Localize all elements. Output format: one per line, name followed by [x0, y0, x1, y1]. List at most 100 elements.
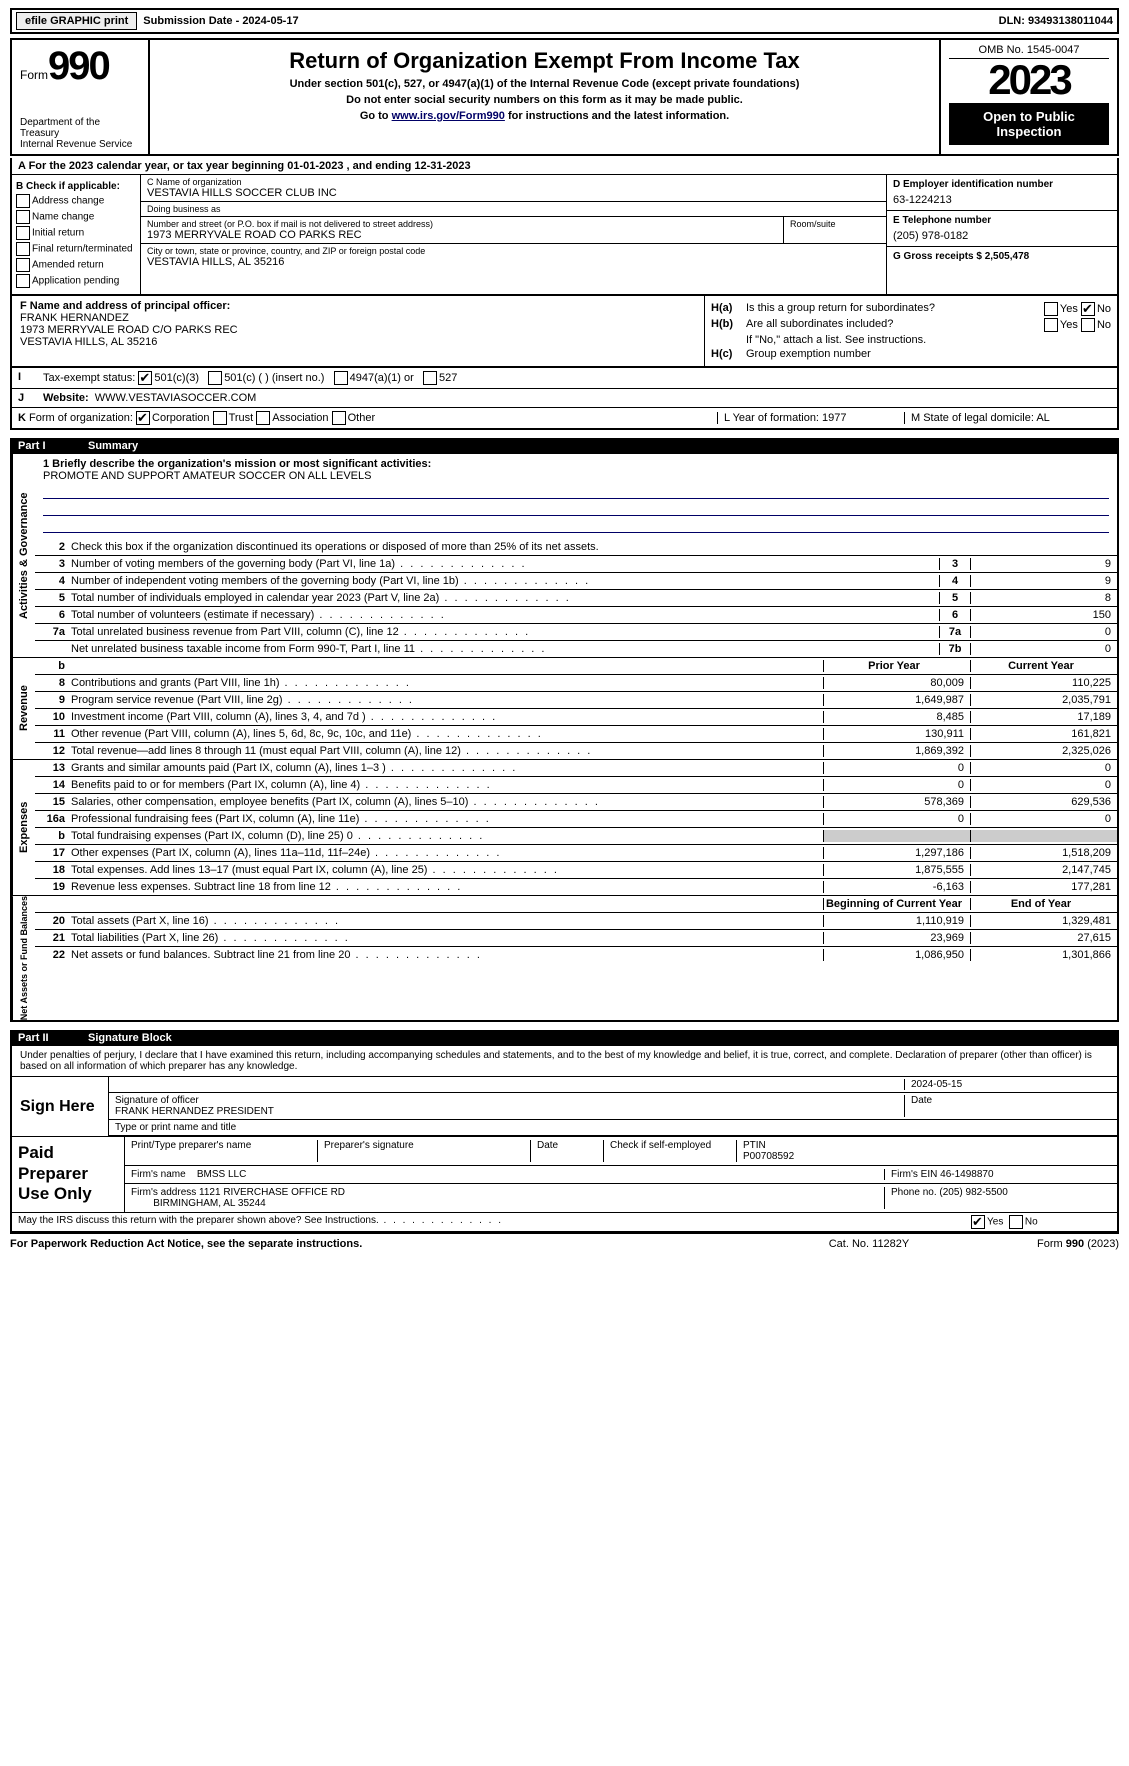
line-11: Other revenue (Part VIII, column (A), li… — [71, 728, 823, 740]
city: VESTAVIA HILLS, AL 35216 — [147, 256, 880, 268]
street: 1973 MERRYVALE ROAD CO PARKS REC — [147, 229, 777, 241]
part1-header: Part I Summary — [10, 438, 1119, 454]
cat-no: Cat. No. 11282Y — [799, 1238, 939, 1250]
irs-link[interactable]: www.irs.gov/Form990 — [392, 110, 505, 122]
submission-date: Submission Date - 2024-05-17 — [143, 15, 298, 27]
line-13: Grants and similar amounts paid (Part IX… — [71, 762, 823, 774]
cb-trust[interactable] — [213, 411, 227, 425]
side-revenue: Revenue — [12, 658, 35, 759]
line-8: Contributions and grants (Part VIII, lin… — [71, 677, 823, 689]
subtitle-1: Under section 501(c), 527, or 4947(a)(1)… — [158, 78, 931, 90]
prep-date-label: Date — [537, 1140, 604, 1162]
hdr-end-year: End of Year — [970, 898, 1117, 910]
ein-label: D Employer identification number — [893, 179, 1111, 190]
topbar: efile GRAPHIC print Submission Date - 20… — [10, 8, 1119, 34]
b-header: B Check if applicable: — [16, 181, 136, 192]
cb-name-change[interactable]: Name change — [16, 210, 136, 224]
hb-note: If "No," attach a list. See instructions… — [746, 334, 1111, 346]
hc-text: Group exemption number — [746, 348, 1111, 360]
year-formation: L Year of formation: 1977 — [717, 412, 904, 424]
mission-text: PROMOTE AND SUPPORT AMATEUR SOCCER ON AL… — [43, 470, 1109, 482]
gov-line-6: Total number of volunteers (estimate if … — [71, 609, 939, 621]
firm-phone: Phone no. (205) 982-5500 — [891, 1187, 1111, 1209]
prep-name-label: Print/Type preparer's name — [131, 1140, 318, 1162]
side-governance: Activities & Governance — [12, 454, 35, 657]
firm-name: Firm's name BMSS LLC — [131, 1169, 885, 1180]
sig-officer-label: Signature of officer — [115, 1095, 199, 1106]
summary-table: Activities & Governance 1 Briefly descri… — [10, 454, 1119, 1022]
efile-button[interactable]: efile GRAPHIC print — [16, 12, 137, 30]
line-21: Total liabilities (Part X, line 26) — [71, 932, 823, 944]
gross-receipts: G Gross receipts $ 2,505,478 — [893, 251, 1111, 262]
gov-line-7a: Total unrelated business revenue from Pa… — [71, 626, 939, 638]
city-label: City or town, state or province, country… — [147, 246, 880, 256]
room-label: Room/suite — [790, 219, 880, 229]
line-22: Net assets or fund balances. Subtract li… — [71, 949, 823, 961]
org-name: VESTAVIA HILLS SOCCER CLUB INC — [147, 187, 880, 199]
cb-501c3[interactable] — [138, 371, 152, 385]
cb-association[interactable] — [256, 411, 270, 425]
street-label: Number and street (or P.O. box if mail i… — [147, 219, 777, 229]
state-domicile: M State of legal domicile: AL — [904, 412, 1111, 424]
ptin: PTINP00708592 — [743, 1140, 794, 1162]
line-14: Benefits paid to or for members (Part IX… — [71, 779, 823, 791]
officer-addr1: 1973 MERRYVALE ROAD C/O PARKS REC — [20, 324, 696, 336]
section-c: C Name of organization VESTAVIA HILLS SO… — [141, 175, 886, 294]
hb-label: H(b) — [711, 318, 746, 332]
cb-4947[interactable] — [334, 371, 348, 385]
line-2: Check this box if the organization disco… — [71, 541, 1117, 553]
form-header: Form 990 Department of the Treasury Inte… — [10, 38, 1119, 156]
form-number: Form 990 — [20, 44, 140, 89]
gov-line-3: Number of voting members of the governin… — [71, 558, 939, 570]
cb-address-change[interactable]: Address change — [16, 194, 136, 208]
line-19: Revenue less expenses. Subtract line 18 … — [71, 881, 823, 893]
cb-527[interactable] — [423, 371, 437, 385]
section-h: H(a) Is this a group return for subordin… — [705, 296, 1117, 366]
line-12: Total revenue—add lines 8 through 11 (mu… — [71, 745, 823, 757]
department: Department of the Treasury Internal Reve… — [20, 117, 140, 150]
gov-line-4: Number of independent voting members of … — [71, 575, 939, 587]
prep-sig-label: Preparer's signature — [324, 1140, 531, 1162]
ha-yesno: Yes No — [1001, 302, 1111, 316]
hdr-current-year: Current Year — [970, 660, 1117, 672]
section-f: F Name and address of principal officer:… — [12, 296, 705, 366]
website: Website: WWW.VESTAVIASOCCER.COM — [43, 392, 1111, 404]
form-990-page: efile GRAPHIC print Submission Date - 20… — [0, 0, 1129, 1262]
form-of-org: K Form of organization: Corporation Trus… — [18, 411, 717, 425]
cb-application-pending[interactable]: Application pending — [16, 274, 136, 288]
subtitle-3: Go to www.irs.gov/Form990 for instructio… — [158, 110, 931, 122]
date-label: Date — [904, 1095, 1111, 1117]
cb-other[interactable] — [332, 411, 346, 425]
line-20: Total assets (Part X, line 16) — [71, 915, 823, 927]
dba-label: Doing business as — [147, 204, 880, 214]
subtitle-2: Do not enter social security numbers on … — [158, 94, 931, 106]
cb-corporation[interactable] — [136, 411, 150, 425]
open-public: Open to Public Inspection — [949, 103, 1109, 145]
line-15: Salaries, other compensation, employee b… — [71, 796, 823, 808]
cb-amended[interactable]: Amended return — [16, 258, 136, 272]
cb-final-return[interactable]: Final return/terminated — [16, 242, 136, 256]
cb-initial-return[interactable]: Initial return — [16, 226, 136, 240]
hc-label: H(c) — [711, 348, 746, 360]
paperwork-notice: For Paperwork Reduction Act Notice, see … — [10, 1238, 799, 1250]
section-ijk: I Tax-exempt status: 501(c)(3) 501(c) ( … — [10, 368, 1119, 430]
gov-line-7b: Net unrelated business taxable income fr… — [71, 643, 939, 655]
signature-block: Under penalties of perjury, I declare th… — [10, 1046, 1119, 1234]
declaration: Under penalties of perjury, I declare th… — [12, 1046, 1117, 1077]
dln: DLN: 93493138011044 — [999, 15, 1113, 27]
ha-text: Is this a group return for subordinates? — [746, 302, 1001, 316]
f-label: F Name and address of principal officer: — [20, 300, 696, 312]
form-title: Return of Organization Exempt From Incom… — [158, 48, 931, 74]
line-9: Program service revenue (Part VIII, line… — [71, 694, 823, 706]
line-18: Total expenses. Add lines 13–17 (must eq… — [71, 864, 823, 876]
i-label: I — [18, 371, 43, 385]
hb-yesno: Yes No — [1001, 318, 1111, 332]
type-name-label: Type or print name and title — [115, 1122, 1111, 1133]
tax-year: 2023 — [949, 59, 1109, 101]
c-name-label: C Name of organization — [147, 177, 880, 187]
cb-501c[interactable] — [208, 371, 222, 385]
j-label: J — [18, 392, 43, 404]
mission-label: 1 Briefly describe the organization's mi… — [43, 458, 1109, 470]
footer: For Paperwork Reduction Act Notice, see … — [10, 1234, 1119, 1254]
ha-label: H(a) — [711, 302, 746, 316]
